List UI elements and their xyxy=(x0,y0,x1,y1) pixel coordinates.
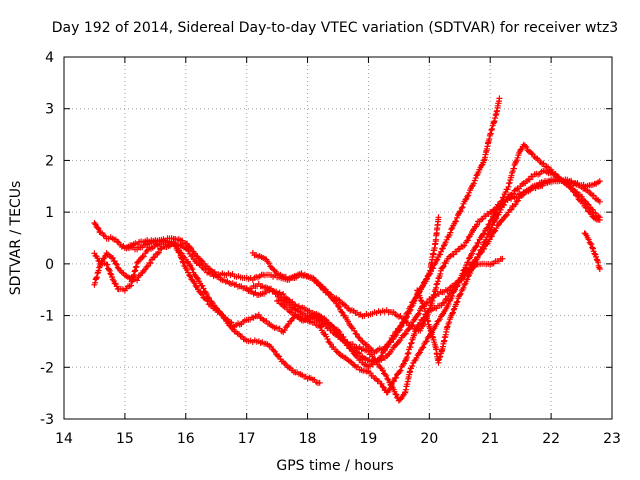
series-markers xyxy=(414,167,603,366)
x-tick-label: 22 xyxy=(542,431,560,447)
series-markers xyxy=(249,95,503,356)
y-tick-label: -3 xyxy=(40,412,54,428)
y-axis-label: SDTVAR / TECUs xyxy=(8,181,24,296)
x-tick-label: 21 xyxy=(481,431,499,447)
x-axis-label: GPS time / hours xyxy=(276,458,393,474)
y-tick-label: -1 xyxy=(40,309,54,325)
y-tick-label: 4 xyxy=(45,50,54,66)
series-track-5 xyxy=(249,95,503,356)
plot-frame xyxy=(63,56,613,420)
axis-ticks xyxy=(63,56,613,420)
chart-title: Day 192 of 2014, Sidereal Day-to-day VTE… xyxy=(52,20,618,36)
x-tick-label: 15 xyxy=(116,431,134,447)
y-tick-label: 0 xyxy=(45,257,54,273)
y-tick-label: 3 xyxy=(45,102,54,118)
y-tick-labels: -3 -2 -1 0 1 2 3 4 xyxy=(40,50,54,428)
x-tick-label: 14 xyxy=(55,431,73,447)
y-tick-label: 2 xyxy=(45,153,54,169)
x-tick-label: 17 xyxy=(238,431,256,447)
series-markers xyxy=(121,236,323,387)
y-tick-label: -2 xyxy=(40,360,54,376)
x-tick-label: 19 xyxy=(360,431,378,447)
series-track-4 xyxy=(121,236,323,387)
data-series xyxy=(91,95,603,404)
y-tick-label: 1 xyxy=(45,205,54,221)
series-markers xyxy=(581,230,603,272)
x-tick-label: 20 xyxy=(420,431,438,447)
series-track-9 xyxy=(581,230,603,272)
x-tick-labels: 14 15 16 17 18 19 20 21 22 23 xyxy=(55,431,621,447)
series-track-8 xyxy=(414,167,603,366)
x-tick-label: 23 xyxy=(603,431,621,447)
x-tick-label: 16 xyxy=(177,431,195,447)
x-tick-label: 18 xyxy=(299,431,317,447)
